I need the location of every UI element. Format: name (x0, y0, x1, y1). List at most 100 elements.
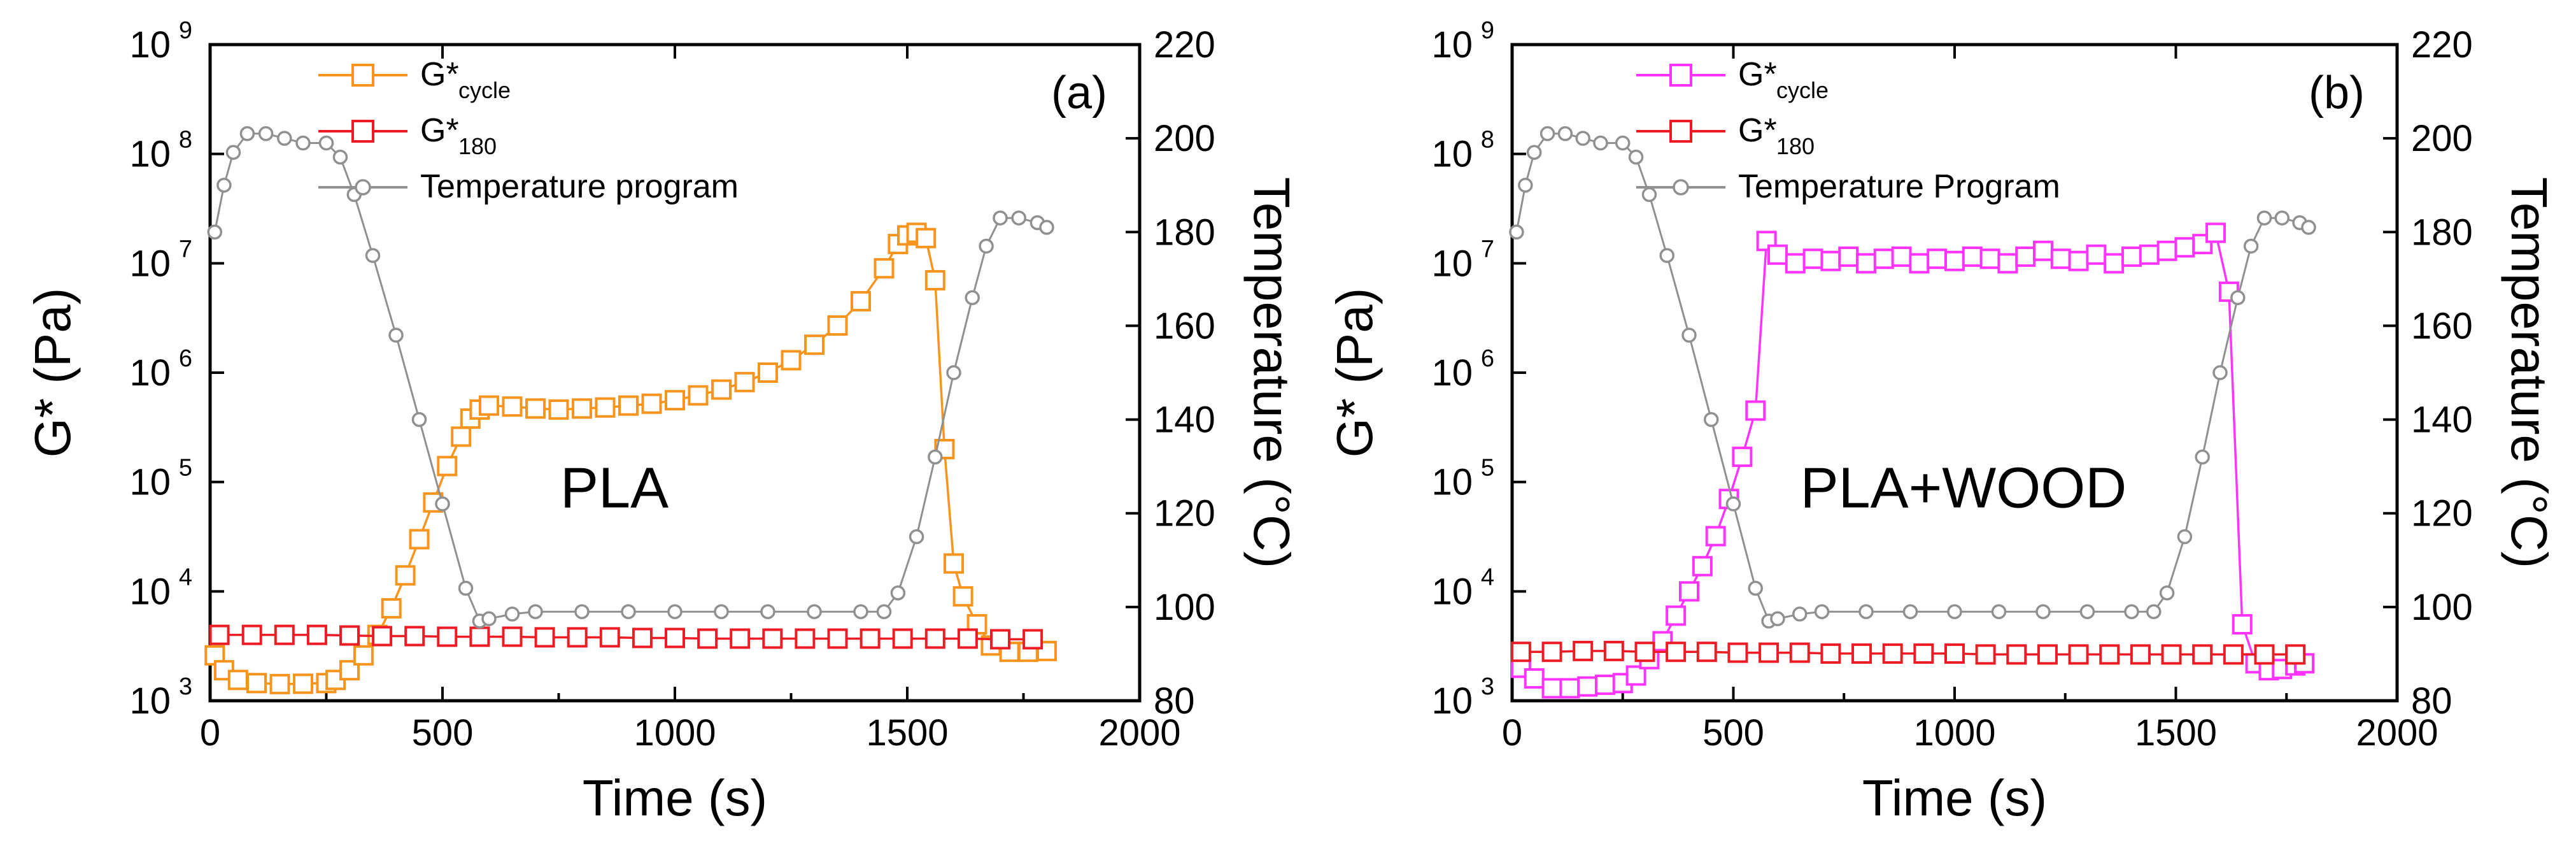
data-point (1559, 678, 1580, 699)
data-point (1947, 604, 1962, 619)
data-point (760, 604, 775, 619)
data-point (1975, 644, 1996, 665)
series-g-cycle (204, 222, 1057, 694)
y-axis-title: G* (Pa) (1326, 288, 1383, 458)
data-point (209, 624, 230, 645)
data-point (990, 629, 1010, 650)
data-point (2156, 240, 2177, 261)
y-axis-title: G* (Pa) (24, 288, 81, 458)
data-point (1891, 246, 1912, 267)
legend-marker (1669, 64, 1692, 87)
sample-label: PLA+WOOD (1801, 457, 2127, 520)
y-tick-label: 10 (1431, 352, 1473, 394)
data-point (332, 149, 348, 165)
data-point (599, 627, 620, 648)
y-right-tick-label: 200 (1154, 118, 1215, 159)
data-point (1725, 496, 1741, 512)
y-right-tick-label: 160 (1154, 305, 1215, 347)
series-temperature-program (1509, 126, 2316, 629)
data-point (2006, 644, 2027, 665)
data-point (437, 455, 458, 477)
y-tick-label: 10 (129, 462, 171, 503)
data-point (1789, 642, 1810, 663)
legend-marker (1673, 179, 1689, 196)
data-point (1704, 412, 1719, 427)
data-point (479, 395, 499, 416)
y-tick-label: 10 (129, 134, 171, 175)
data-point (795, 628, 816, 649)
data-point (318, 135, 334, 151)
data-point (892, 628, 913, 649)
data-point (481, 611, 497, 626)
data-point (295, 135, 311, 151)
data-point (2256, 210, 2272, 226)
data-point (528, 604, 543, 619)
data-point (1802, 248, 1823, 269)
data-point (1023, 629, 1044, 650)
data-point (621, 604, 636, 619)
legend-label: G* (1738, 56, 1777, 93)
legend-subscript: cycle (1776, 77, 1829, 103)
data-point (451, 426, 472, 447)
data-point (437, 626, 458, 647)
data-point (665, 627, 685, 649)
data-point (1641, 187, 1657, 203)
data-point (458, 580, 474, 596)
data-point (216, 177, 232, 193)
data-point (924, 269, 945, 290)
x-tick-label: 0 (1502, 712, 1522, 754)
y-tick-label: 10 (129, 680, 171, 722)
data-point (2037, 644, 2058, 665)
y-right-tick-label: 100 (1154, 587, 1215, 628)
x-tick-label: 500 (1702, 712, 1764, 754)
data-point (827, 628, 848, 649)
data-point (1541, 678, 1562, 699)
data-point (1927, 248, 1948, 269)
plot-frame (208, 43, 1142, 703)
x-tick-label: 500 (412, 712, 474, 754)
data-point (618, 395, 639, 416)
x-tick-label: 1500 (866, 712, 948, 754)
data-point (667, 604, 683, 619)
y-right-tick-label: 220 (1154, 24, 1215, 66)
y-right-tick-label: 100 (2411, 587, 2473, 628)
data-point (1705, 526, 1726, 547)
legend-marker (351, 64, 374, 87)
series-g-180 (209, 624, 1044, 650)
y-right-tick-label: 160 (2411, 305, 2473, 347)
y-tick-exponent: 6 (179, 345, 192, 372)
data-point (1011, 210, 1026, 226)
data-point (688, 385, 709, 406)
data-point (1727, 642, 1748, 663)
y-tick-label: 10 (1431, 243, 1473, 284)
data-point (1659, 248, 1674, 263)
data-point (1039, 220, 1054, 235)
data-point (2205, 222, 2226, 243)
data-point (395, 565, 416, 586)
data-point (269, 673, 290, 694)
data-point (246, 673, 267, 694)
y-right-tick-label: 80 (2411, 680, 2452, 722)
legend-item: G* cycle (1636, 56, 1829, 103)
data-point (1527, 145, 1542, 160)
data-point (567, 627, 588, 648)
data-point (1820, 643, 1841, 664)
data-point (306, 624, 327, 645)
legend-marker (351, 120, 374, 143)
legend-label: G* (420, 112, 459, 149)
plot-frame (1510, 43, 2399, 703)
data-point (2232, 614, 2253, 635)
data-point (1541, 641, 1562, 663)
data-point (1593, 135, 1608, 151)
data-point (1666, 605, 1687, 626)
data-point (572, 398, 592, 419)
x-tick-label: 1000 (633, 712, 716, 754)
data-point (1748, 580, 1763, 596)
data-point (762, 628, 783, 649)
data-point (758, 362, 778, 383)
data-point (890, 585, 906, 601)
data-point (534, 627, 555, 648)
data-point (1603, 640, 1624, 661)
y-tick-label: 10 (1431, 680, 1473, 722)
